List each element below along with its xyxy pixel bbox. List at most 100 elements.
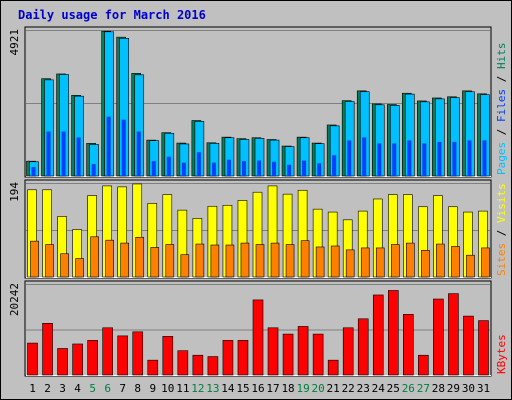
- bar-kbytes-day-23: [357, 318, 369, 376]
- x-tick-label: 29: [447, 382, 460, 395]
- bar-pages-day-27: [422, 143, 427, 176]
- x-tick-label: 2: [44, 382, 51, 395]
- bar-kbytes-day-8: [132, 331, 144, 376]
- y-max-label-bot: 20242: [8, 283, 21, 316]
- bar-sites-day-25: [390, 244, 400, 278]
- bar-sites-day-3: [60, 253, 69, 278]
- x-tick-label: 24: [372, 382, 386, 395]
- x-tick-label: 26: [402, 382, 415, 395]
- legend-segment: Pages: [495, 142, 508, 175]
- bar-sites-day-5: [90, 236, 99, 278]
- bar-pages-day-9: [151, 161, 156, 176]
- bar-kbytes-day-27: [418, 354, 429, 376]
- bar-kbytes-day-12: [192, 354, 204, 376]
- bar-kbytes-day-16: [252, 299, 264, 376]
- chart-panels: 4921 Pages / Files / Hits 194 Sites / Visit…: [8, 26, 508, 377]
- x-tick-label: 16: [251, 382, 264, 395]
- bar-sites-day-10: [165, 244, 175, 278]
- x-tick-label: 7: [119, 382, 126, 395]
- panel-mid: 194 Sites / Visits: [8, 179, 508, 279]
- bar-pages-day-4: [76, 137, 81, 176]
- bar-sites-day-24: [375, 247, 385, 278]
- x-tick-label: 21: [327, 382, 340, 395]
- bar-kbytes-day-17: [267, 327, 279, 376]
- bar-kbytes-day-10: [162, 336, 174, 376]
- bar-sites-day-13: [210, 244, 220, 278]
- panel-bot: 20242 KBytes: [8, 280, 508, 377]
- bar-sites-day-18: [285, 244, 295, 278]
- x-tick-label: 10: [161, 382, 174, 395]
- bar-pages-day-6: [106, 116, 111, 176]
- bar-kbytes-day-20: [312, 333, 324, 376]
- x-tick-label: 19: [296, 382, 309, 395]
- bar-kbytes-day-9: [147, 359, 159, 376]
- bar-sites-day-29: [451, 246, 460, 278]
- bar-pages-day-26: [407, 140, 412, 176]
- legend-segment: Sites: [495, 243, 508, 276]
- bar-kbytes-day-18: [282, 333, 294, 376]
- bar-kbytes-day-3: [57, 348, 68, 376]
- bar-pages-day-21: [332, 155, 337, 176]
- bar-pages-day-30: [467, 140, 472, 176]
- bar-pages-day-23: [362, 137, 367, 176]
- bar-pages-day-13: [211, 162, 216, 176]
- bar-kbytes-day-28: [433, 298, 444, 376]
- bar-kbytes-day-26: [403, 314, 414, 376]
- x-tick-label: 11: [176, 382, 189, 395]
- legend-segment: Visits: [495, 183, 508, 223]
- y-max-label-top: 4921: [8, 29, 21, 56]
- bar-pages-day-5: [91, 164, 96, 176]
- bar-sites-day-12: [195, 243, 205, 278]
- x-axis-labels: 1 2 3 4 5 6 7 8 9 10 11 12 13 14 15 16 17 18 19 20 21 22 23 24 2…: [29, 382, 490, 395]
- bar-pages-day-29: [452, 141, 457, 176]
- bar-sites-day-4: [75, 258, 84, 278]
- bar-kbytes-day-4: [72, 343, 83, 376]
- bar-kbytes-day-24: [372, 294, 384, 376]
- x-tick-label: 23: [357, 382, 370, 395]
- x-tick-label: 15: [236, 382, 249, 395]
- x-tick-label: 5: [89, 382, 96, 395]
- bar-pages-day-7: [121, 119, 126, 176]
- bar-pages-day-11: [181, 162, 186, 176]
- series-legend-bot: KBytes: [495, 334, 508, 374]
- bar-kbytes-day-2: [42, 323, 53, 376]
- x-tick-label: 20: [312, 382, 325, 395]
- bar-kbytes-day-14: [222, 340, 234, 376]
- bar-sites-day-27: [421, 250, 430, 278]
- bar-pages-day-8: [136, 131, 141, 176]
- x-tick-label: 27: [417, 382, 430, 395]
- bar-kbytes-day-30: [463, 315, 474, 376]
- x-tick-label: 12: [191, 382, 204, 395]
- x-tick-label: 14: [221, 382, 235, 395]
- legend-segment: KBytes: [495, 334, 508, 374]
- bar-kbytes-day-21: [327, 359, 339, 376]
- bar-pages-day-17: [272, 161, 277, 176]
- x-tick-label: 3: [59, 382, 66, 395]
- bar-kbytes-day-11: [177, 350, 189, 376]
- bar-sites-day-21: [330, 245, 340, 278]
- bar-pages-day-12: [196, 152, 201, 176]
- bar-kbytes-day-7: [117, 335, 129, 376]
- series-legend-top: Pages / Files / Hits: [495, 43, 508, 176]
- x-tick-label: 18: [281, 382, 294, 395]
- bar-sites-day-31: [481, 247, 490, 278]
- bar-sites-day-17: [270, 242, 280, 278]
- x-tick-label: 13: [206, 382, 219, 395]
- bar-sites-day-22: [345, 249, 355, 278]
- bar-kbytes-day-5: [87, 340, 98, 376]
- bar-kbytes-day-29: [448, 293, 459, 376]
- legend-segment: /: [495, 122, 508, 142]
- bar-sites-day-30: [466, 254, 475, 278]
- x-tick-label: 30: [462, 382, 475, 395]
- x-tick-label: 1: [29, 382, 36, 395]
- series-legend-mid: Sites / Visits: [495, 183, 508, 276]
- bar-pages-day-1: [31, 167, 36, 176]
- bar-sites-day-11: [180, 254, 190, 278]
- bar-sites-day-26: [406, 242, 415, 278]
- bar-sites-day-28: [436, 243, 445, 278]
- bar-pages-day-16: [257, 160, 261, 176]
- bar-pages-day-24: [377, 143, 382, 176]
- chart-title: Daily usage for March 2016: [18, 8, 206, 22]
- x-tick-label: 17: [266, 382, 279, 395]
- bar-sites-day-20: [315, 246, 325, 278]
